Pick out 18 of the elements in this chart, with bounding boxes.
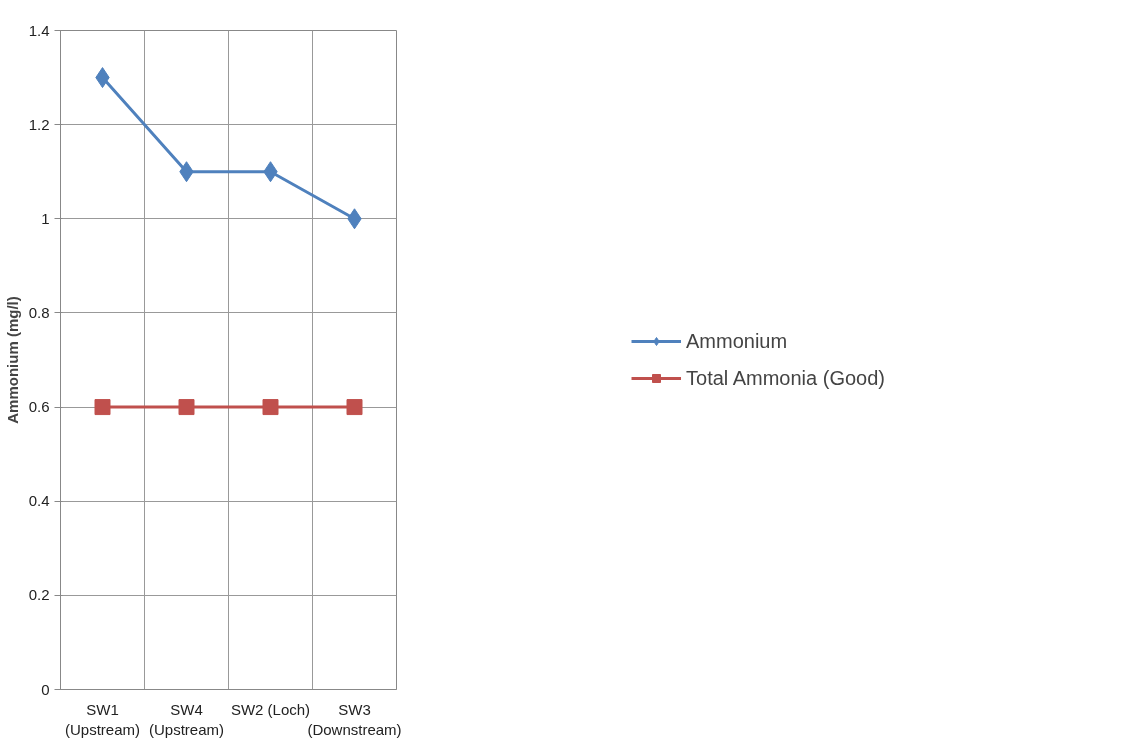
y-tick-label: 1 <box>41 209 50 227</box>
legend-label: Total Ammonia (Good) <box>686 366 885 390</box>
y-tick-label: 0.4 <box>28 492 50 510</box>
y-tick-label: 0.6 <box>28 398 50 416</box>
point <box>178 399 195 416</box>
x-tick-label: SW1 (Upstream) <box>65 700 141 738</box>
y-tick-label: 0.2 <box>28 586 50 604</box>
y-tick-label: 1.2 <box>28 115 50 133</box>
y-tick-label: 0 <box>41 680 50 698</box>
point <box>94 399 111 416</box>
y-axis-title: Ammonium (mg/l) <box>3 296 21 424</box>
point <box>346 399 363 416</box>
legend-label: Ammonium <box>686 329 788 353</box>
x-tick-label: SW2 (Loch) <box>230 700 311 718</box>
point <box>262 399 279 416</box>
x-tick-label: SW4 (Upstream) <box>149 700 225 738</box>
y-tick-label: 1.4 <box>28 21 50 39</box>
y-tick-label: 0.8 <box>28 303 50 321</box>
